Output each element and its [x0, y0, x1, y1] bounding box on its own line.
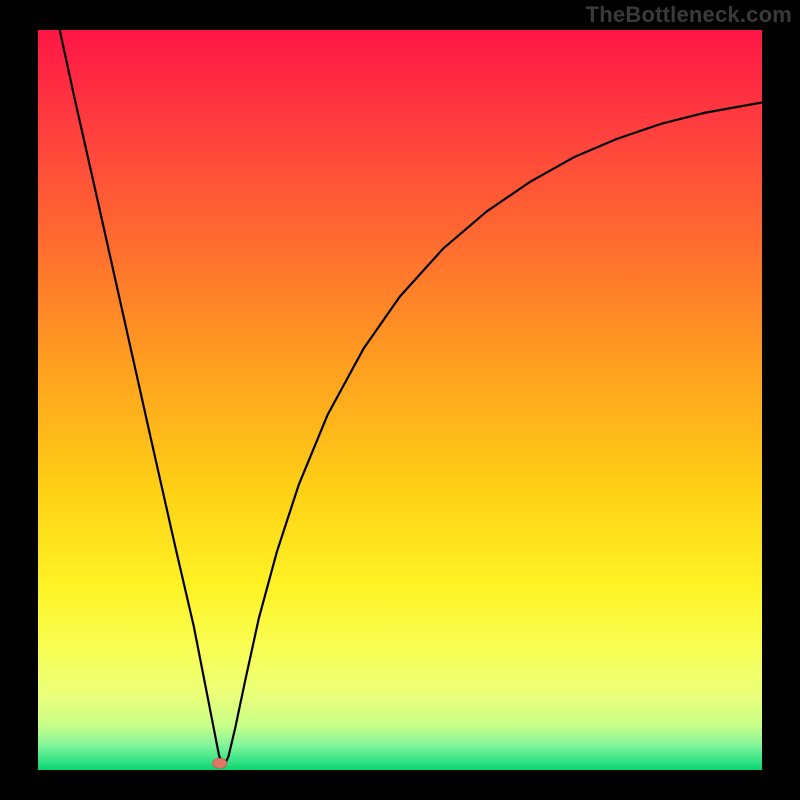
chart-frame: TheBottleneck.com: [0, 0, 800, 800]
plot-background: [38, 30, 762, 770]
watermark-text: TheBottleneck.com: [586, 2, 792, 28]
minimum-marker: [213, 758, 227, 768]
bottleneck-chart: [0, 0, 800, 800]
